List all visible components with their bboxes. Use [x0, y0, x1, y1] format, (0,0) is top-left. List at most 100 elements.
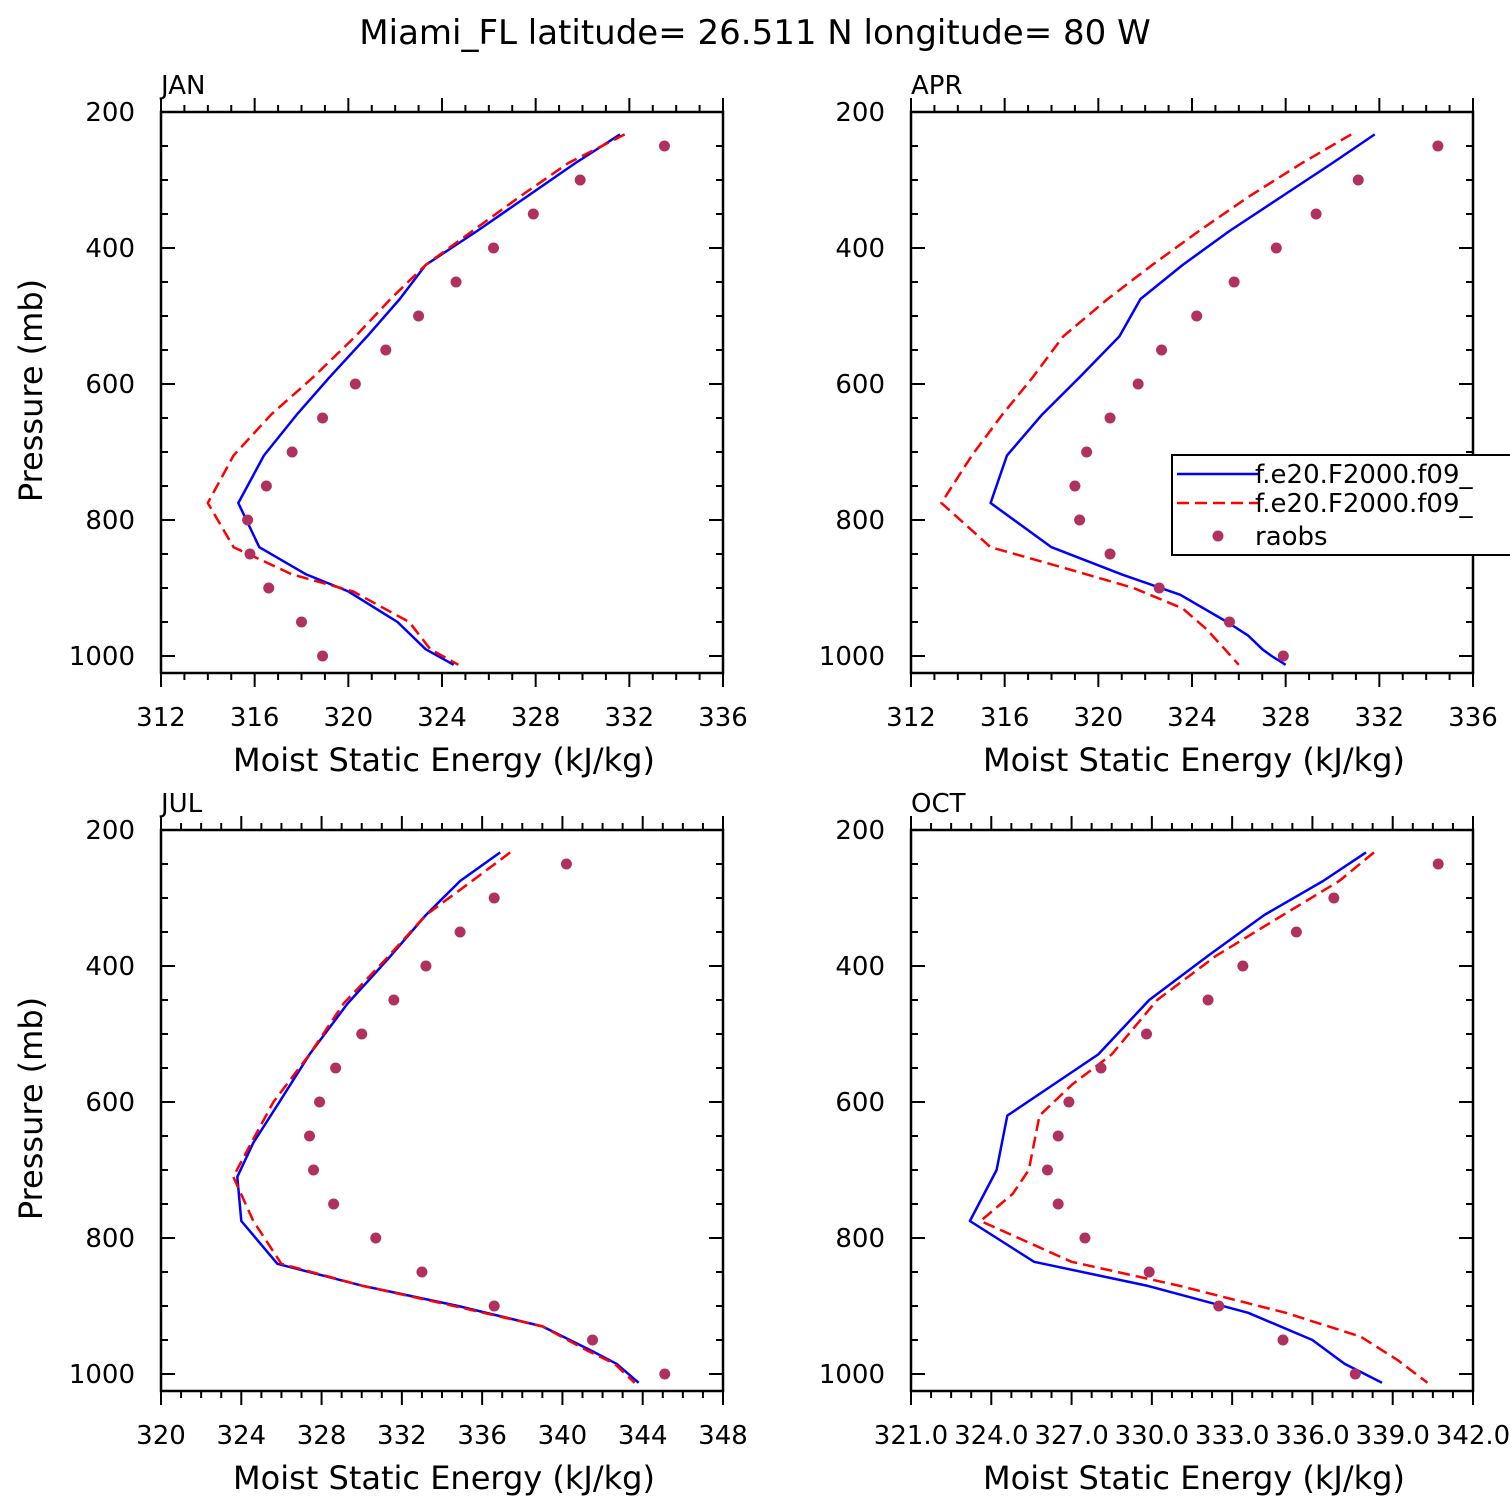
raobs-point — [658, 140, 670, 152]
raobs-point — [330, 1062, 342, 1074]
x-tick-label: 321.0 — [874, 1421, 948, 1451]
x-tick-label: 324 — [417, 703, 467, 733]
y-tick-label: 800 — [835, 506, 885, 536]
y-tick-label: 200 — [835, 98, 885, 128]
y-tick-label: 1000 — [69, 1360, 135, 1390]
raobs-point — [574, 174, 586, 186]
series-group — [206, 133, 670, 666]
x-tick-label: 312 — [886, 703, 936, 733]
y-tick-label: 1000 — [819, 1360, 885, 1390]
raobs-point — [1228, 276, 1240, 288]
raobs-point — [380, 344, 392, 356]
y-tick-label: 600 — [85, 370, 135, 400]
series-group — [940, 133, 1444, 666]
y-tick-label: 800 — [835, 1224, 885, 1254]
panel-label: OCT — [911, 789, 966, 819]
raobs-point — [356, 1028, 368, 1040]
x-tick-label: 332 — [1355, 703, 1405, 733]
raobs-point — [1156, 344, 1168, 356]
x-tick-label: 336 — [1448, 703, 1498, 733]
raobs-point — [450, 276, 462, 288]
raobs-point — [1041, 1164, 1053, 1176]
raobs-point — [1153, 582, 1165, 594]
panel-label: APR — [911, 71, 963, 101]
panel-jan: JAN 200 400 600 800 1000 312 316 320 324 328 332 336… — [12, 71, 748, 779]
raobs-point — [1352, 174, 1364, 186]
legend-label: f.e20.F2000.f09_ — [1255, 460, 1473, 490]
x-tick-label: 344 — [618, 1421, 668, 1451]
raobs-point — [1052, 1198, 1064, 1210]
raobs-point — [286, 446, 298, 458]
x-tick-label: 333.0 — [1195, 1421, 1269, 1451]
raobs-point — [1328, 892, 1340, 904]
panel-label: JUL — [159, 789, 203, 819]
plot-frame — [159, 828, 725, 1393]
raobs-point — [328, 1198, 340, 1210]
raobs-point — [304, 1130, 316, 1142]
y-tick-label: 600 — [835, 370, 885, 400]
raobs-point — [370, 1232, 382, 1244]
plot-frame — [909, 110, 1475, 675]
raobs-point — [1074, 514, 1086, 526]
x-axis-label: Moist Static Energy (kJ/kg) — [233, 741, 655, 779]
panel-label: JAN — [159, 71, 205, 101]
raobs-point — [454, 926, 466, 938]
raobs-point — [242, 514, 254, 526]
plot-frame — [909, 828, 1475, 1393]
raobs-point — [317, 412, 329, 424]
plot-frame — [159, 110, 725, 675]
y-tick-label: 1000 — [819, 642, 885, 672]
x-tick-label: 330.0 — [1115, 1421, 1189, 1451]
raobs-point — [1191, 310, 1203, 322]
y-tick-label: 800 — [85, 1224, 135, 1254]
x-tick-label: 332 — [605, 703, 655, 733]
raobs-point — [1052, 1130, 1064, 1142]
x-tick-label: 324 — [1167, 703, 1217, 733]
raobs-point — [1432, 858, 1444, 870]
x-tick-label: 320 — [324, 703, 374, 733]
raobs-point — [1132, 378, 1144, 390]
x-tick-label: 332 — [377, 1421, 427, 1451]
raobs-point — [1237, 960, 1249, 972]
raobs-point — [388, 994, 400, 1006]
model-solid-line — [989, 133, 1376, 666]
x-tick-label: 312 — [136, 703, 186, 733]
x-tick-label: 336 — [698, 703, 748, 733]
y-tick-label: 400 — [85, 952, 135, 982]
raobs-point — [308, 1164, 320, 1176]
x-tick-label: 316 — [980, 703, 1030, 733]
raobs-point — [1081, 446, 1093, 458]
x-axis-label: Moist Static Energy (kJ/kg) — [233, 1459, 655, 1497]
y-tick-label: 400 — [835, 234, 885, 264]
raobs-point — [1310, 208, 1322, 220]
raobs-point — [488, 892, 500, 904]
raobs-point — [1270, 242, 1282, 254]
raobs-point — [1213, 1300, 1225, 1312]
raobs-point — [1104, 548, 1116, 560]
legend-box — [1171, 454, 1510, 556]
raobs-point — [296, 616, 307, 628]
raobs-point — [1349, 1368, 1361, 1380]
y-tick-label: 800 — [85, 506, 135, 536]
x-tick-label: 336 — [457, 1421, 507, 1451]
raobs-point — [349, 378, 361, 390]
y-tick-label: 200 — [85, 98, 135, 128]
panel-jul: JUL 200 400 600 800 1000 320 324 328 332 336 340 344… — [12, 789, 748, 1497]
model-dashed-line — [979, 851, 1429, 1384]
raobs-point — [1063, 1096, 1075, 1108]
y-tick-label: 200 — [85, 816, 135, 846]
raobs-point — [1202, 994, 1214, 1006]
y-tick-label: 400 — [85, 234, 135, 264]
series-group — [232, 851, 671, 1384]
raobs-point — [1290, 926, 1302, 938]
raobs-point — [1223, 616, 1235, 628]
raobs-point — [413, 310, 425, 322]
raobs-point — [1069, 480, 1081, 492]
raobs-point — [1432, 140, 1444, 152]
y-tick-label: 600 — [835, 1088, 885, 1118]
x-tick-label: 342.0 — [1436, 1421, 1510, 1451]
raobs-point — [244, 548, 256, 560]
legend-raobs-marker — [1212, 530, 1224, 542]
x-tick-label: 320 — [1074, 703, 1124, 733]
y-tick-label: 1000 — [69, 642, 135, 672]
